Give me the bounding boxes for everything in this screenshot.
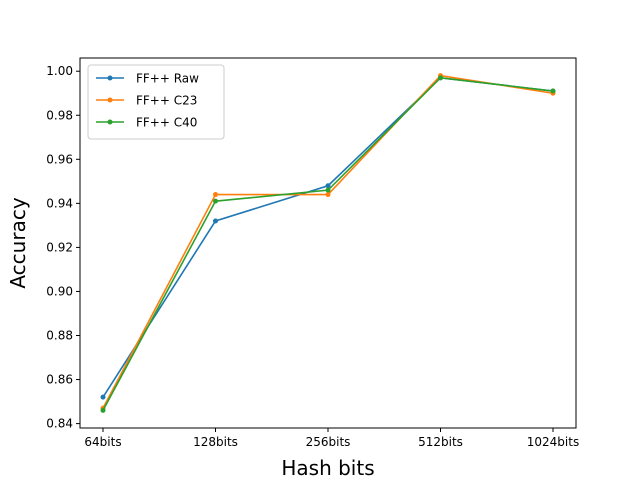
y-tick-label: 0.98 [46,108,73,122]
y-tick-label: 0.94 [46,196,73,210]
data-point [213,198,218,204]
series-layer [100,73,556,413]
x-tick-label: 1024bits [527,435,579,449]
y-tick-label: 0.96 [46,152,73,166]
y-axis: 0.84 0.86 0.88 0.90 0.92 0.94 0.96 0.98 1.00 [46,64,80,431]
y-tick-label: 0.84 [46,417,73,431]
x-tick-label: 128bits [193,435,238,449]
y-tick-label: 0.88 [46,329,73,343]
x-tick-label: 512bits [418,435,463,449]
data-point [325,183,331,189]
data-point [100,407,106,413]
data-point [325,192,331,198]
legend-label: FF++ C40 [136,116,197,130]
x-axis-label: Hash bits [281,456,374,480]
data-point [213,218,218,224]
legend-swatch-marker [107,75,113,81]
legend-label: FF++ Raw [136,72,199,86]
x-tick-label: 256bits [306,435,351,449]
y-axis-label: Accuracy [6,197,30,288]
y-tick-label: 0.86 [46,373,73,387]
data-point [213,192,218,198]
data-point [325,187,331,193]
data-point [550,88,556,94]
x-axis: 64bits 128bits 256bits 512bits 1024bits [84,428,579,449]
y-tick-label: 0.90 [46,284,73,298]
data-point [438,75,443,81]
legend: FF++ Raw FF++ C23 FF++ C40 [87,64,225,140]
y-tick-label: 1.00 [46,64,73,78]
x-tick-label: 64bits [84,435,121,449]
data-point [100,394,106,400]
y-tick-label: 0.92 [46,240,73,254]
legend-swatch-marker [107,97,113,103]
legend-swatch-marker [107,119,113,125]
legend-frame [87,64,225,140]
legend-label: FF++ C23 [136,94,197,108]
